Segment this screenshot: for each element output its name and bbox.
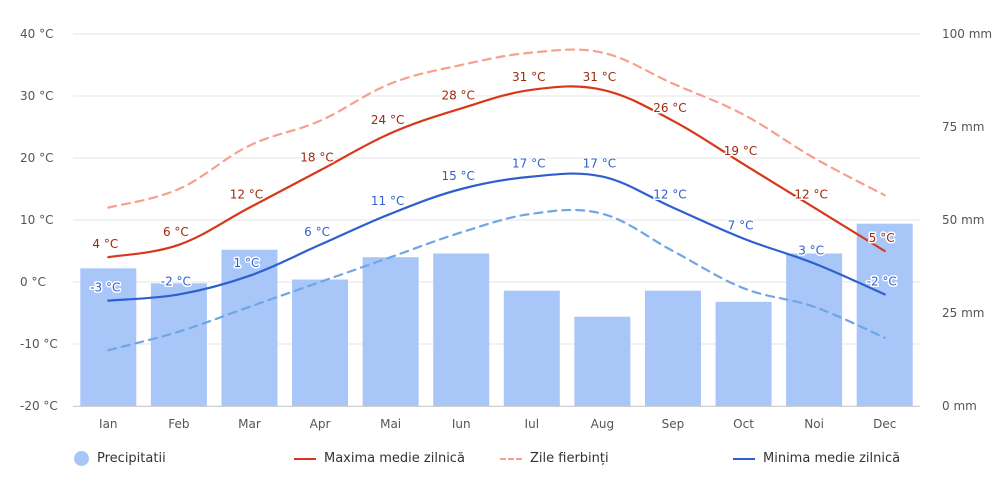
precipitation-bar [644,290,701,406]
data-label: 24 °C [371,113,404,127]
precipitation-bar [715,301,772,406]
data-label: 31 °C [512,70,545,84]
y-left-tick-label: 10 °C [20,213,53,227]
data-label: 15 °C [441,169,474,183]
y-right-tick-label: 50 mm [942,213,984,227]
x-tick-label: Iul [525,417,539,431]
axes: 40 °C 30 °C 20 °C 10 °C 0 °C -10 °C -20 °C 100 … [20,27,992,431]
series-line [107,48,886,209]
data-label: 17 °C [512,157,545,171]
legend: Precipitatii Maxima medie zilnică Zile f… [0,451,1001,477]
data-label: 19 °C [724,144,757,158]
x-tick-label: Mar [238,417,261,431]
x-tick-label: Iun [452,417,471,431]
data-label: 31 °C [583,70,616,84]
x-tick-label: Feb [168,417,189,431]
y-left-tick-label: -10 °C [20,337,58,351]
precipitation-bar [292,279,349,406]
data-label: 12 °C [794,188,827,202]
legend-dashed-line-icon [500,457,522,460]
x-tick-label: Mai [380,417,401,431]
data-label: 1 °C [234,256,260,270]
data-label: 11 °C [371,194,404,208]
precipitation-bar [856,223,913,406]
legend-item-precipitation[interactable]: Precipitatii [74,451,166,466]
precipitation-bar [574,316,631,406]
x-tick-label: Ian [99,417,118,431]
y-left-tick-label: 30 °C [20,89,53,103]
climate-chart: 4 °C 6 °C 12 °C 18 °C 24 °C 28 °C 31 °C 31 °C 26… [20,27,992,431]
series-line [107,208,886,352]
x-tick-label: Oct [733,417,754,431]
series-line [107,172,886,302]
legend-item-min-temp[interactable]: Minima medie zilnică [733,451,900,466]
data-label: 17 °C [583,157,616,171]
data-label: 6 °C [163,225,189,239]
legend-line-icon [733,457,755,460]
legend-item-max-temp[interactable]: Maxima medie zilnică [294,451,465,466]
data-label: -2 °C [867,274,897,288]
data-label: 5 °C [869,231,895,245]
y-right-tick-label: 25 mm [942,306,984,320]
precipitation-bar [362,257,419,406]
data-label: 3 °C [798,243,824,257]
legend-label: Precipitatii [97,451,166,466]
data-label: 4 °C [92,237,118,251]
legend-label: Zile fierbinți [530,451,609,466]
y-left-tick-label: 20 °C [20,151,53,165]
precipitation-bar [80,268,137,406]
legend-line-icon [294,457,316,460]
data-label: -3 °C [90,281,120,295]
data-label: 12 °C [653,188,686,202]
x-tick-label: Noi [804,417,824,431]
precipitation-bar [150,283,207,406]
legend-label: Minima medie zilnică [763,451,901,466]
data-label: -2 °C [161,274,191,288]
legend-dot-icon [74,451,89,466]
data-label: 6 °C [304,225,330,239]
y-left-tick-label: 40 °C [20,27,53,41]
data-labels: 4 °C 6 °C 12 °C 18 °C 24 °C 28 °C 31 °C 31 °C 26… [89,68,899,296]
y-left-tick-label: 0 °C [20,275,46,289]
x-tick-label: Apr [310,417,331,431]
y-left-tick-label: -20 °C [20,399,58,413]
series-line [107,85,886,259]
precipitation-bar [433,253,490,406]
data-label: 26 °C [653,101,686,115]
data-label: 28 °C [441,88,474,102]
temperature-lines [107,48,886,352]
data-label: 12 °C [230,188,263,202]
data-label: 7 °C [728,219,754,233]
x-tick-label: Sep [662,417,685,431]
x-tick-label: Dec [873,417,896,431]
y-right-tick-label: 100 mm [942,27,992,41]
y-right-tick-label: 75 mm [942,120,984,134]
precipitation-bars [80,223,913,406]
precipitation-bar [503,290,560,406]
legend-label: Maxima medie zilnică [324,451,465,466]
x-tick-label: Aug [591,417,614,431]
precipitation-bar [786,253,843,406]
y-right-tick-label: 0 mm [942,399,977,413]
precipitation-bar [221,249,278,406]
data-label: 18 °C [300,150,333,164]
legend-item-hot-days[interactable]: Zile fierbinți [500,451,609,466]
